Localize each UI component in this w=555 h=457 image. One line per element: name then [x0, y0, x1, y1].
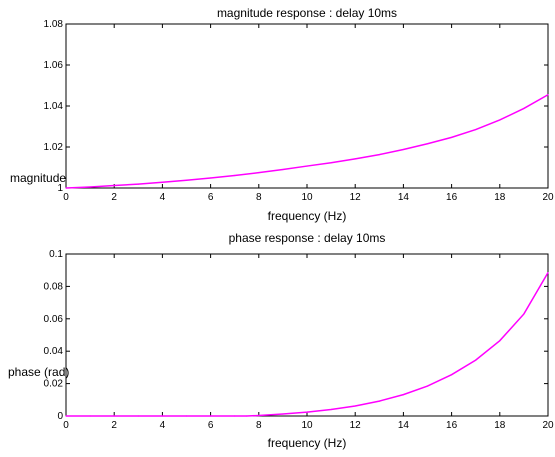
data-point: [499, 119, 501, 121]
y-tick-label: 0.02: [44, 379, 64, 390]
x-tick-label: 8: [256, 192, 262, 203]
y-tick-label: 0.1: [49, 249, 63, 260]
y-axis-label: phase (rad): [8, 365, 69, 379]
data-point: [282, 413, 284, 415]
x-tick-label: 12: [350, 192, 362, 203]
y-axis-label: magnitude: [10, 171, 66, 185]
data-point: [210, 415, 212, 417]
x-tick-label: 18: [494, 192, 506, 203]
chart-title: phase response : delay 10ms: [229, 231, 386, 245]
data-point: [89, 415, 91, 417]
data-point: [185, 179, 188, 181]
data-point: [426, 385, 429, 387]
data-point: [451, 374, 453, 376]
data-point: [89, 186, 91, 188]
data-point: [306, 411, 308, 413]
data-point: [185, 415, 188, 417]
x-axis-label: frequency (Hz): [268, 209, 347, 223]
data-point: [234, 415, 236, 417]
chart-title: magnitude response : delay 10ms: [217, 6, 397, 20]
y-tick-label: 0.08: [44, 281, 64, 292]
plot-frame: [65, 23, 549, 189]
x-tick-label: 2: [111, 420, 117, 431]
data-point: [65, 415, 67, 417]
y-tick-label: 1.04: [44, 101, 64, 112]
y-tick-label: 1.06: [44, 60, 64, 71]
x-tick-label: 14: [398, 420, 410, 431]
x-tick-label: 12: [350, 420, 362, 431]
series-line-1: [65, 94, 549, 189]
y-tick-label: 1: [57, 183, 63, 194]
x-tick-label: 8: [256, 420, 262, 431]
x-tick-label: 16: [446, 192, 458, 203]
data-point: [354, 158, 356, 160]
data-point: [137, 183, 139, 185]
data-point: [282, 168, 284, 171]
x-tick-label: 2: [111, 192, 117, 203]
x-tick-label: 6: [208, 420, 214, 431]
data-point: [402, 394, 404, 396]
x-tick-label: 10: [301, 420, 313, 431]
plot-frame: [65, 253, 549, 417]
data-point: [451, 136, 453, 138]
data-point: [210, 177, 212, 179]
y-tick-label: 0.04: [44, 346, 64, 357]
data-point: [378, 153, 380, 156]
chart-2: phase response : delay 10ms 0 2 4 6 8 10 12 14 16…: [8, 231, 554, 450]
data-point: [378, 400, 380, 402]
data-point: [306, 165, 308, 167]
data-point: [113, 184, 115, 187]
data-point: [475, 359, 477, 361]
y-tick-label: 1.02: [44, 142, 64, 153]
data-point: [258, 172, 260, 174]
data-point: [161, 181, 163, 183]
x-axis-label: frequency (Hz): [268, 436, 347, 450]
data-point: [547, 94, 549, 96]
series-line-1: [66, 272, 549, 417]
data-point: [161, 415, 163, 417]
data-point: [246, 415, 248, 417]
data-point: [137, 415, 139, 417]
x-tick-label: 4: [160, 420, 166, 431]
x-tick-label: 14: [398, 192, 410, 203]
x-tick-label: 10: [301, 192, 313, 203]
data-point: [499, 340, 501, 342]
x-tick-label: 18: [494, 420, 506, 431]
data-point: [523, 107, 525, 110]
data-point: [402, 148, 404, 151]
y-tick-label: 0: [57, 411, 63, 422]
y-tick-label: 0.06: [44, 314, 64, 325]
data-point: [65, 187, 67, 189]
x-tick-label: 20: [542, 192, 554, 203]
y-tick-label: 1.08: [44, 19, 64, 30]
x-tick-label: 4: [160, 192, 166, 203]
x-tick-label: 0: [63, 192, 69, 203]
data-point: [523, 313, 525, 315]
x-tick-label: 16: [446, 420, 458, 431]
data-point: [113, 415, 115, 417]
x-tick-label: 20: [542, 420, 554, 431]
data-point: [426, 143, 429, 145]
x-tick-label: 6: [208, 192, 214, 203]
data-point: [258, 414, 260, 417]
data-point: [234, 174, 236, 177]
data-point: [330, 408, 332, 411]
data-point: [547, 272, 549, 274]
x-tick-label: 0: [63, 420, 69, 431]
data-point: [330, 162, 332, 164]
data-point: [475, 128, 477, 131]
data-point: [354, 405, 356, 407]
